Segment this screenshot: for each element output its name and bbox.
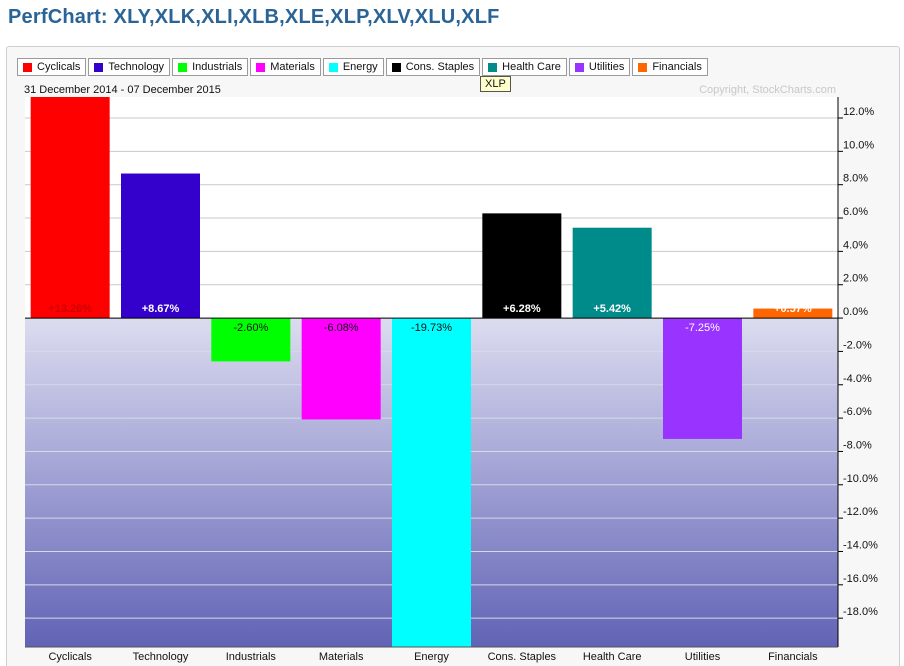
bar-materials[interactable] <box>301 318 381 420</box>
y-tick-label: 8.0% <box>843 173 868 185</box>
data-label: +5.42% <box>593 303 631 315</box>
legend-swatch <box>178 62 188 72</box>
x-tick-label: Industrials <box>226 651 277 663</box>
legend-item-cyclicals[interactable]: Cyclicals <box>17 58 87 76</box>
legend-label: Health Care <box>502 61 561 73</box>
bar-health-care[interactable] <box>572 227 652 319</box>
legend-item-industrials[interactable]: Industrials <box>172 58 249 76</box>
data-label: +0.57% <box>774 303 812 315</box>
chart-legend: Cyclicals Technology Industrials Materials E… <box>17 58 710 80</box>
data-label: +6.28% <box>503 303 541 315</box>
y-tick-label: 12.0% <box>843 106 874 118</box>
y-tick-label: 2.0% <box>843 273 868 285</box>
y-tick-label: 4.0% <box>843 239 868 251</box>
x-tick-label: Utilities <box>685 651 721 663</box>
legend-item-cons-staples[interactable]: Cons. Staples <box>385 58 481 76</box>
data-label: +13.26% <box>48 303 92 315</box>
page-title: PerfChart: XLY,XLK,XLI,XLB,XLE,XLP,XLV,X… <box>8 6 500 28</box>
bar-financials[interactable] <box>753 308 833 319</box>
legend-swatch <box>328 62 338 72</box>
legend-label: Utilities <box>588 61 625 73</box>
legend-swatch <box>574 62 584 72</box>
y-tick-label: -6.0% <box>843 406 872 418</box>
y-tick-label: 10.0% <box>843 139 874 151</box>
legend-swatch <box>488 62 498 72</box>
legend-swatch <box>256 62 266 72</box>
bar-cons-staples[interactable] <box>482 213 562 319</box>
y-tick-label: -12.0% <box>843 506 878 518</box>
legend-label: Materials <box>270 61 315 73</box>
bar-utilities[interactable] <box>663 318 742 439</box>
x-tick-label: Materials <box>319 651 364 663</box>
legend-item-materials[interactable]: Materials <box>250 58 321 76</box>
data-label: +8.67% <box>142 303 180 315</box>
x-tick-label: Cons. Staples <box>488 651 557 663</box>
legend-label: Financials <box>652 61 702 73</box>
y-axis: 12.0% 10.0% 8.0% 6.0% 4.0% 2.0% 0.0% -2.0% -4.0%… <box>837 97 878 647</box>
legend-label: Cons. Staples <box>405 61 475 73</box>
copyright-text: Copyright, StockCharts.com <box>699 84 836 96</box>
bar-technology[interactable] <box>121 173 200 319</box>
x-axis: Cyclicals Technology Industrials Materials E… <box>25 646 838 663</box>
x-tick-label: Technology <box>133 651 189 663</box>
data-label: -7.25% <box>685 322 720 334</box>
bar-cyclicals[interactable] <box>30 97 110 319</box>
legend-item-energy[interactable]: Energy <box>322 58 384 76</box>
data-label: -19.73% <box>411 322 452 334</box>
legend-swatch <box>94 62 104 72</box>
bars: +13.26% +8.67% -2.60% -6.08% -19.73% +6.28% +5… <box>30 97 833 647</box>
y-tick-label: -14.0% <box>843 539 878 551</box>
y-tick-label: -4.0% <box>843 373 872 385</box>
y-tick-label: -2.0% <box>843 339 872 351</box>
legend-label: Cyclicals <box>37 61 81 73</box>
legend-swatch <box>23 62 32 72</box>
legend-item-technology[interactable]: Technology <box>88 58 171 76</box>
y-tick-label: 0.0% <box>843 306 868 318</box>
bar-industrials[interactable] <box>211 318 291 362</box>
y-tick-label: -10.0% <box>843 473 878 485</box>
y-tick-label: -18.0% <box>843 606 878 618</box>
y-tick-label: -8.0% <box>843 439 872 451</box>
data-label: -2.60% <box>233 322 268 334</box>
legend-item-health-care[interactable]: Health Care <box>482 58 567 76</box>
legend-label: Technology <box>108 61 165 73</box>
legend-item-utilities[interactable]: Utilities <box>568 58 631 76</box>
legend-label: Energy <box>342 61 378 73</box>
legend-swatch <box>638 62 648 72</box>
data-label: -6.08% <box>324 322 359 334</box>
legend-label: Industrials <box>192 61 243 73</box>
x-tick-label: Cyclicals <box>48 651 92 663</box>
x-tick-label: Energy <box>414 651 449 663</box>
x-tick-label: Health Care <box>583 651 642 663</box>
legend-swatch <box>391 62 401 72</box>
bar-energy[interactable] <box>392 318 471 647</box>
y-tick-label: -16.0% <box>843 573 878 585</box>
x-tick-label: Financials <box>768 651 818 663</box>
legend-item-financials[interactable]: Financials <box>632 58 708 76</box>
date-range: 31 December 2014 - 07 December 2015 <box>24 84 221 96</box>
y-tick-label: 6.0% <box>843 206 868 218</box>
tooltip: XLP <box>480 76 511 92</box>
